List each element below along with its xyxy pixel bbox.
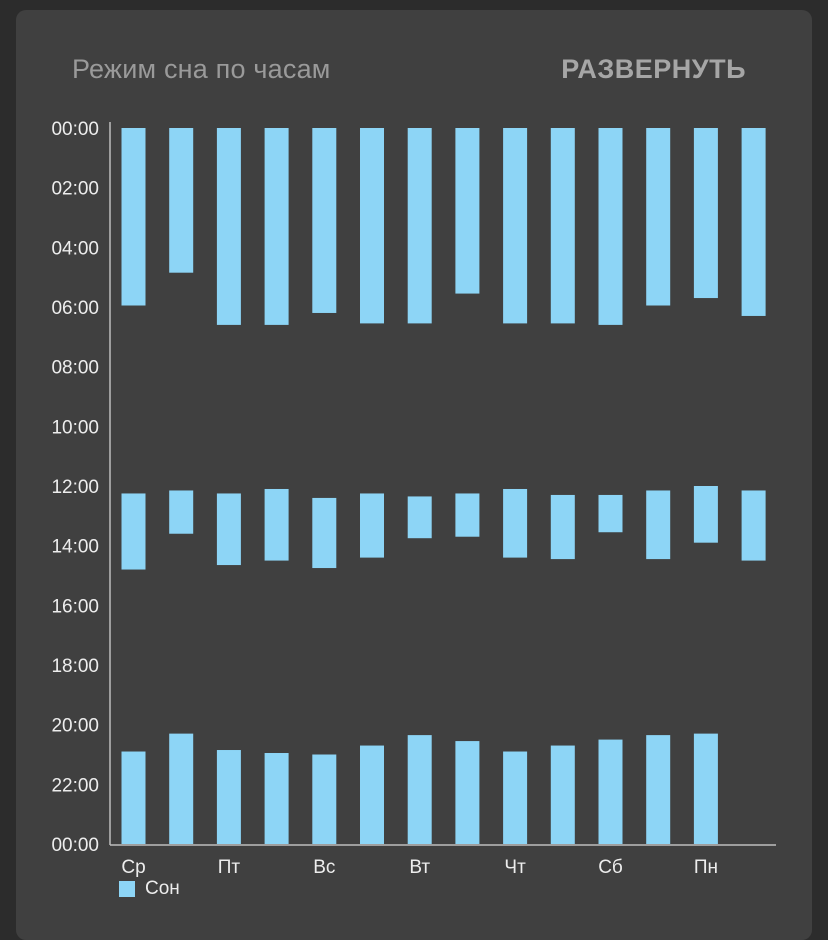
sleep-bar: [360, 745, 384, 844]
sleep-bar: [264, 128, 289, 325]
sleep-bar: [169, 733, 194, 844]
sleep-bar: [646, 490, 671, 560]
sleep-bar: [312, 128, 337, 313]
sleep-bar: [503, 488, 528, 558]
x-tick-label: Пн: [694, 857, 718, 878]
x-tick-label: Сб: [598, 857, 623, 878]
x-tick-label: Пт: [218, 857, 241, 878]
sleep-bar: [169, 128, 194, 273]
sleep-bar: [598, 739, 623, 844]
sleep-bar: [121, 493, 146, 570]
y-tick-label: 22:00: [51, 775, 99, 796]
y-tick-label: 20:00: [51, 716, 99, 737]
card-title: Режим сна по часам: [72, 54, 331, 84]
sleep-bar: [407, 735, 432, 844]
sleep-bar: [216, 750, 241, 844]
sleep-bar: [598, 494, 623, 533]
sleep-bar: [360, 493, 384, 558]
sleep-bar: [550, 494, 575, 560]
sleep-bar: [550, 128, 575, 324]
sleep-bar: [741, 490, 766, 561]
y-tick-label: 18:00: [51, 656, 99, 677]
sleep-bar: [455, 493, 480, 537]
expand-button[interactable]: РАЗВЕРНУТЬ: [561, 54, 746, 84]
x-tick-label: Вт: [409, 857, 430, 878]
y-tick-label: 12:00: [51, 477, 99, 498]
chart-axes: [109, 122, 776, 846]
sleep-bar: [741, 128, 766, 316]
x-tick-label: Ср: [121, 857, 145, 878]
sleep-bar: [693, 128, 718, 299]
sleep-bar: [693, 733, 718, 844]
x-tick-label: Вс: [313, 857, 335, 878]
sleep-bar: [264, 753, 289, 844]
legend-label-sleep: Сон: [145, 878, 180, 899]
sleep-bar: [216, 493, 241, 566]
x-axis-ticks: Ср Пт Вс Вт Чт Сб Пн: [121, 857, 718, 878]
sleep-bar: [503, 751, 528, 844]
sleep-bar: [121, 751, 146, 844]
sleep-bar: [216, 128, 241, 325]
sleep-bar: [407, 128, 432, 324]
y-tick-label: 00:00: [51, 119, 99, 140]
y-tick-label: 14:00: [51, 537, 99, 558]
sleep-bar: [503, 128, 528, 324]
sleep-bar: [693, 486, 718, 543]
sleep-bar: [312, 754, 337, 844]
y-tick-label: 10:00: [51, 417, 99, 438]
sleep-bar: [264, 488, 289, 561]
sleep-bar: [169, 490, 194, 534]
y-axis-ticks: 00:00 02:00 04:00 06:00 08:00 10:00 12:00 14:00…: [51, 119, 99, 856]
sleep-bar: [455, 741, 480, 844]
x-tick-label: Чт: [504, 857, 526, 878]
sleep-bar: [312, 497, 337, 569]
sleep-bar: [550, 745, 575, 844]
legend-swatch-sleep: [119, 881, 135, 897]
y-tick-label: 04:00: [51, 238, 99, 259]
sleep-bar: [646, 128, 671, 306]
y-tick-label: 06:00: [51, 298, 99, 319]
sleep-bar: [121, 128, 146, 306]
sleep-bars: [121, 128, 766, 844]
y-tick-label: 02:00: [51, 179, 99, 200]
sleep-bar: [455, 128, 480, 294]
sleep-bar: [407, 496, 432, 539]
sleep-bar: [360, 128, 384, 324]
legend: Сон: [119, 878, 180, 900]
sleep-bar: [646, 735, 671, 844]
y-tick-label: 00:00: [51, 835, 99, 856]
sleep-bar: [598, 128, 623, 325]
y-tick-label: 16:00: [51, 596, 99, 617]
y-tick-label: 08:00: [51, 358, 99, 379]
